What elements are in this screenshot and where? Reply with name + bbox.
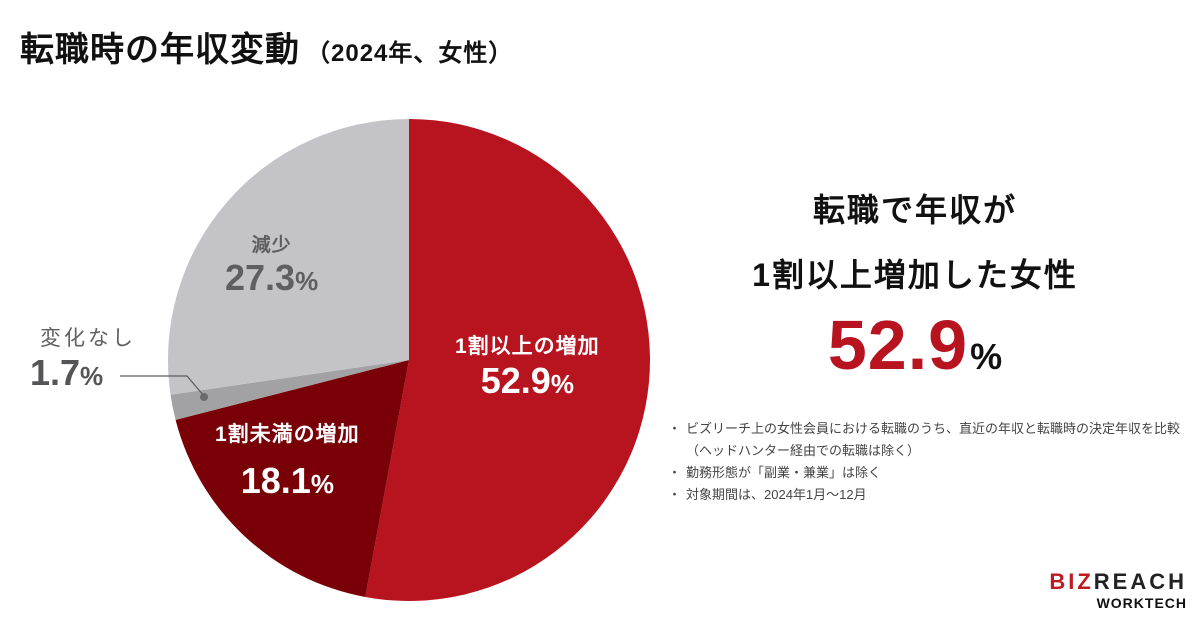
pie-slices [167, 119, 650, 601]
slice-decrease [167, 119, 409, 395]
footnotes: ビズリーチ上の女性会員における転職のうち、直近の年収と転職時の決定年収を比較（ヘ… [668, 418, 1192, 506]
headline-line-2: 1割以上増加した女性 [752, 257, 1078, 293]
footnote: 対象期間は、2024年1月～12月 [668, 484, 1192, 506]
slice-increase-under-10 [175, 360, 409, 598]
label-decrease: 減少 27.3% [225, 235, 319, 298]
slice-increase-over-10 [365, 119, 650, 601]
page-title: 転職時の年収変動 （2024年、女性） [20, 22, 513, 71]
headline-value: 52.9% [827, 306, 1003, 384]
title-sub: （2024年、女性） [306, 40, 514, 67]
pie-chart [120, 119, 650, 601]
label-increase-under-10: 1割未満の増加 18.1% [215, 423, 360, 501]
footnote: 勤務形態が「副業・兼業」は除く [668, 462, 1192, 484]
leader-line [120, 375, 205, 397]
bizreach-worktech-logo: BIZREACH WORKTECH [1049, 569, 1187, 611]
headline-line-1: 転職で年収が [812, 192, 1017, 228]
label-increase-over-10: 1割以上の増加 52.9% [455, 335, 600, 401]
leader-dot [200, 393, 208, 401]
title-main: 転職時の年収変動 [20, 31, 300, 69]
label-no-change: 変化なし 1.7% [30, 327, 136, 393]
slice-no-change [170, 360, 409, 420]
footnote: ビズリーチ上の女性会員における転職のうち、直近の年収と転職時の決定年収を比較（ヘ… [668, 418, 1192, 462]
